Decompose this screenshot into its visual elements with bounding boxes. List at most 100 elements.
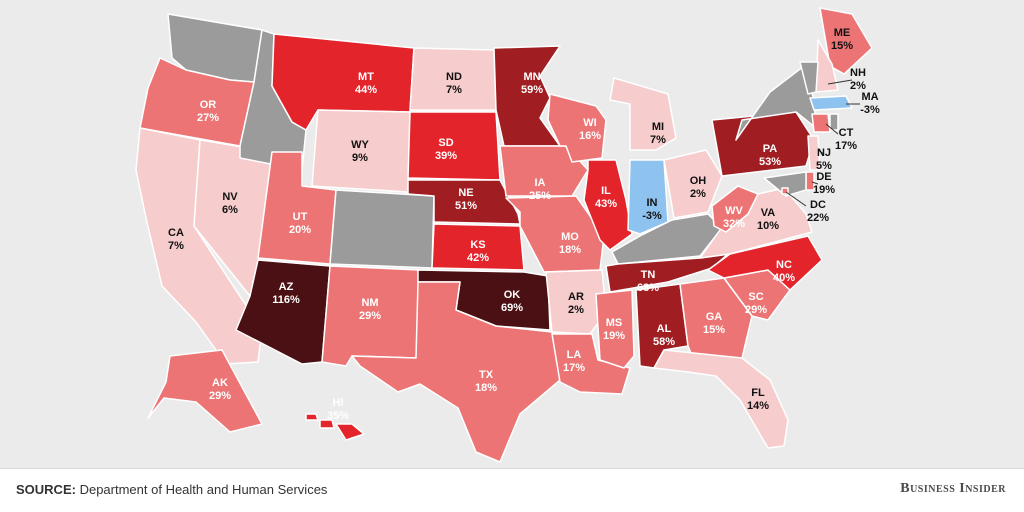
state-value-al: 58% bbox=[653, 336, 675, 348]
state-fl[interactable] bbox=[653, 349, 789, 449]
state-value-tn: 63% bbox=[637, 282, 659, 294]
state-label-nd: ND bbox=[446, 71, 462, 83]
state-label-ak: AK bbox=[212, 377, 228, 389]
state-value-nd: 7% bbox=[446, 84, 462, 96]
leader-line-nh bbox=[827, 79, 853, 85]
leader-line-ct bbox=[825, 123, 839, 135]
state-value-ct: 17% bbox=[835, 140, 857, 152]
state-label-va: VA bbox=[761, 207, 776, 219]
state-label-ok: OK bbox=[504, 289, 521, 301]
state-wy[interactable] bbox=[311, 109, 411, 193]
state-value-pa: 53% bbox=[759, 156, 781, 168]
state-ia[interactable] bbox=[499, 145, 589, 197]
state-ma[interactable] bbox=[809, 95, 853, 111]
state-in[interactable] bbox=[627, 159, 669, 235]
state-wi[interactable] bbox=[547, 93, 607, 163]
state-value-az: 116% bbox=[272, 294, 300, 306]
state-ak[interactable] bbox=[147, 349, 263, 433]
state-label-ne: NE bbox=[458, 187, 473, 199]
state-label-sc: SC bbox=[748, 291, 763, 303]
state-value-sd: 39% bbox=[435, 150, 457, 162]
state-label-al: AL bbox=[657, 323, 672, 335]
state-label-fl: FL bbox=[751, 387, 765, 399]
source-text: Department of Health and Human Services bbox=[79, 482, 328, 497]
state-value-nc: 40% bbox=[773, 272, 795, 284]
state-label-ks: KS bbox=[470, 239, 485, 251]
leader-line-de bbox=[811, 181, 819, 185]
state-label-ma: MA bbox=[861, 91, 878, 103]
state-mn[interactable] bbox=[493, 45, 561, 147]
state-value-il: 43% bbox=[595, 198, 617, 210]
state-label-nm: NM bbox=[361, 297, 378, 309]
state-label-oh: OH bbox=[690, 175, 707, 187]
source-note: SOURCE: Department of Health and Human S… bbox=[16, 482, 327, 497]
state-label-sd: SD bbox=[438, 137, 453, 149]
state-label-dc: DC bbox=[810, 199, 826, 211]
state-label-mi: MI bbox=[652, 121, 664, 133]
state-value-wi: 16% bbox=[579, 130, 601, 142]
state-co[interactable] bbox=[329, 189, 435, 269]
state-value-mo: 18% bbox=[559, 244, 581, 256]
state-ms[interactable] bbox=[595, 289, 635, 369]
state-value-fl: 14% bbox=[747, 400, 769, 412]
state-value-sc: 29% bbox=[745, 304, 767, 316]
state-tx[interactable] bbox=[351, 281, 561, 463]
state-value-ks: 42% bbox=[467, 252, 489, 264]
state-label-nh: NH bbox=[850, 67, 866, 79]
state-label-nv: NV bbox=[222, 191, 238, 203]
state-label-nc: NC bbox=[776, 259, 792, 271]
state-value-ok: 69% bbox=[501, 302, 523, 314]
state-wv[interactable] bbox=[711, 185, 759, 233]
state-label-ar: AR bbox=[568, 291, 584, 303]
state-ct[interactable] bbox=[811, 113, 831, 133]
state-ri[interactable] bbox=[829, 113, 839, 131]
state-md[interactable] bbox=[763, 171, 807, 197]
state-label-mo: MO bbox=[561, 231, 579, 243]
state-il[interactable] bbox=[583, 159, 633, 251]
state-value-hi: 35% bbox=[327, 410, 349, 422]
state-hi[interactable] bbox=[305, 413, 365, 441]
state-value-in: -3% bbox=[642, 210, 662, 222]
state-value-me: 15% bbox=[831, 40, 853, 52]
state-value-ak: 29% bbox=[209, 390, 231, 402]
state-sd[interactable] bbox=[407, 111, 501, 181]
state-value-ms: 19% bbox=[603, 330, 625, 342]
state-label-wy: WY bbox=[351, 139, 369, 151]
state-mi[interactable] bbox=[609, 77, 677, 151]
state-value-ga: 15% bbox=[703, 324, 725, 336]
state-value-va: 10% bbox=[757, 220, 779, 232]
state-value-mn: 59% bbox=[521, 84, 543, 96]
state-value-mt: 44% bbox=[355, 84, 377, 96]
state-value-ar: 2% bbox=[568, 304, 584, 316]
state-shapes bbox=[135, 7, 873, 463]
state-label-in: IN bbox=[647, 197, 658, 209]
state-value-dc: 22% bbox=[807, 212, 829, 224]
state-value-or: 27% bbox=[197, 112, 219, 124]
footer-bar: SOURCE: Department of Health and Human S… bbox=[0, 468, 1024, 512]
brand-logo: Business Insider bbox=[900, 481, 1006, 496]
state-value-tx: 18% bbox=[475, 382, 497, 394]
state-ne[interactable] bbox=[407, 179, 521, 225]
state-value-ia: 25% bbox=[529, 190, 551, 202]
state-label-or: OR bbox=[200, 99, 217, 111]
state-value-nm: 29% bbox=[359, 310, 381, 322]
state-value-ca: 7% bbox=[168, 240, 184, 252]
state-value-wv: 32% bbox=[723, 218, 745, 230]
state-label-wi: WI bbox=[583, 117, 596, 129]
state-ks[interactable] bbox=[431, 223, 525, 271]
state-nj[interactable] bbox=[807, 135, 821, 171]
state-value-wy: 9% bbox=[352, 152, 368, 164]
state-label-hi: HI bbox=[333, 397, 344, 409]
state-label-tn: TN bbox=[641, 269, 656, 281]
state-value-nj: 5% bbox=[816, 160, 832, 172]
state-oh[interactable] bbox=[663, 149, 723, 219]
state-la[interactable] bbox=[551, 333, 631, 395]
state-value-mi: 7% bbox=[650, 134, 666, 146]
state-label-mt: MT bbox=[358, 71, 374, 83]
state-label-mn: MN bbox=[523, 71, 540, 83]
source-label: SOURCE: bbox=[16, 482, 76, 497]
state-vt[interactable] bbox=[799, 61, 819, 95]
state-va[interactable] bbox=[699, 187, 813, 259]
state-label-ia: IA bbox=[535, 177, 546, 189]
